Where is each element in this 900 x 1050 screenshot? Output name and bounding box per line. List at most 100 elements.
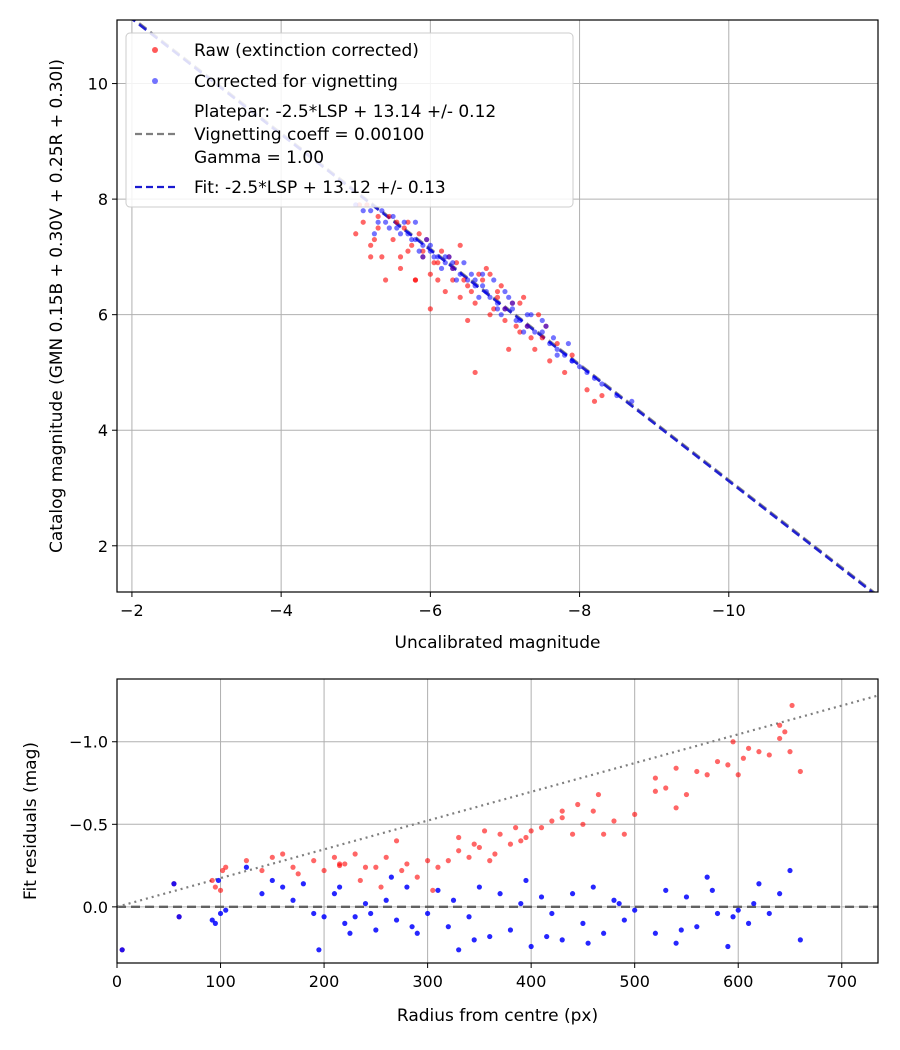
corrected-residual-point [694, 924, 700, 930]
x-tick-label: 400 [516, 972, 547, 991]
bottom-chart-points [119, 702, 803, 953]
corrected-residual-point [683, 894, 690, 900]
x-tick-label: −4 [269, 601, 293, 620]
corrected-point [431, 254, 437, 260]
corrected-residual-point [342, 920, 348, 926]
legend-box [125, 32, 574, 208]
corrected-point [513, 317, 519, 324]
raw-residual-point [466, 854, 472, 860]
raw-point [379, 254, 385, 260]
corrected-residual-point [425, 910, 431, 917]
corrected-residual-point [704, 874, 710, 880]
x-tick-label: −8 [568, 601, 592, 620]
corrected-point [629, 398, 635, 404]
corrected-point [435, 254, 441, 260]
raw-residual-point [220, 867, 226, 874]
raw-residual-point [518, 838, 524, 844]
y-tick-label: 8 [98, 190, 108, 209]
top-chart-ticks: −2 −4 −6 −8 −10 2 4 6 8 10 [88, 75, 746, 620]
corrected-residual-point [601, 930, 607, 936]
corrected-residual-point [435, 887, 441, 893]
corrected-point [420, 254, 426, 260]
raw-residual-point [393, 838, 400, 844]
raw-residual-point [507, 841, 514, 847]
bottom-chart-frame [116, 678, 879, 964]
corrected-point [547, 340, 553, 347]
raw-residual-point [559, 815, 565, 821]
raw-point [535, 312, 542, 318]
raw-point [547, 358, 553, 364]
corrected-point [502, 306, 508, 312]
raw-residual-point [523, 834, 529, 841]
raw-residual-point [378, 884, 384, 890]
corrected-point [438, 265, 445, 272]
raw-point [405, 219, 411, 225]
legend-gamma-label: Gamma = 1.00 [194, 148, 324, 168]
corrected-residual-point [663, 887, 669, 893]
raw-residual-point [725, 762, 731, 768]
raw-point [532, 346, 538, 352]
corrected-residual-point [766, 910, 772, 917]
corrected-point [506, 294, 512, 300]
corrected-point [368, 208, 374, 214]
corrected-residual-point [217, 910, 224, 917]
y-tick-label: 2 [98, 537, 108, 556]
corrected-residual-point [797, 937, 803, 943]
raw-point [468, 288, 474, 295]
corrected-point [424, 236, 430, 243]
raw-residual-point [476, 844, 482, 851]
raw-point [491, 306, 497, 312]
corrected-point [453, 277, 460, 283]
corrected-residual-point [777, 891, 783, 897]
raw-residual-point [471, 841, 477, 847]
corrected-residual-point [725, 943, 731, 950]
corrected-point [554, 346, 560, 352]
corrected-point [457, 271, 463, 277]
bottom-chart-reference-lines [117, 694, 878, 909]
raw-residual-point [212, 884, 218, 890]
corrected-point [494, 306, 501, 312]
raw-residual-point [652, 788, 658, 794]
corrected-residual-point [528, 943, 534, 950]
corrected-point [360, 208, 366, 214]
raw-point [457, 294, 463, 300]
raw-point [513, 323, 519, 329]
y-tick-label: −1.0 [69, 733, 108, 752]
corrected-residual-point [331, 891, 338, 897]
raw-residual-point [425, 858, 431, 864]
raw-residual-point [730, 739, 736, 745]
corrected-residual-point [119, 947, 125, 953]
legend-fit-label: Fit: -2.5*LSP + 13.12 +/- 0.13 [194, 178, 446, 198]
y-tick-label: 10 [88, 75, 108, 94]
raw-residual-point [766, 752, 772, 758]
raw-point [498, 283, 504, 289]
raw-residual-point [787, 749, 793, 755]
legend-corrected-marker [152, 78, 158, 84]
x-tick-label: 0 [112, 972, 122, 991]
corrected-point [479, 271, 486, 277]
raw-residual-point [217, 887, 224, 893]
corrected-point [517, 317, 523, 324]
raw-point [465, 317, 471, 324]
raw-point [539, 335, 545, 341]
corrected-residual-point [388, 874, 394, 880]
corrected-point [465, 277, 471, 283]
raw-point [487, 312, 493, 318]
corrected-residual-point [487, 933, 493, 940]
raw-residual-point [694, 768, 700, 775]
corrected-point [502, 288, 508, 295]
corrected-residual-point [362, 900, 369, 907]
corrected-residual-point [673, 940, 679, 946]
y-tick-label: −0.5 [69, 815, 108, 834]
corrected-residual-point [590, 884, 596, 890]
raw-residual-point [714, 758, 721, 765]
corrected-point [446, 254, 452, 260]
corrected-residual-point [621, 917, 627, 923]
corrected-point [382, 219, 389, 225]
corrected-residual-point [243, 864, 250, 870]
corrected-point [524, 312, 530, 318]
corrected-residual-point [171, 881, 177, 887]
corrected-residual-point [300, 881, 306, 887]
raw-residual-point [580, 821, 586, 827]
